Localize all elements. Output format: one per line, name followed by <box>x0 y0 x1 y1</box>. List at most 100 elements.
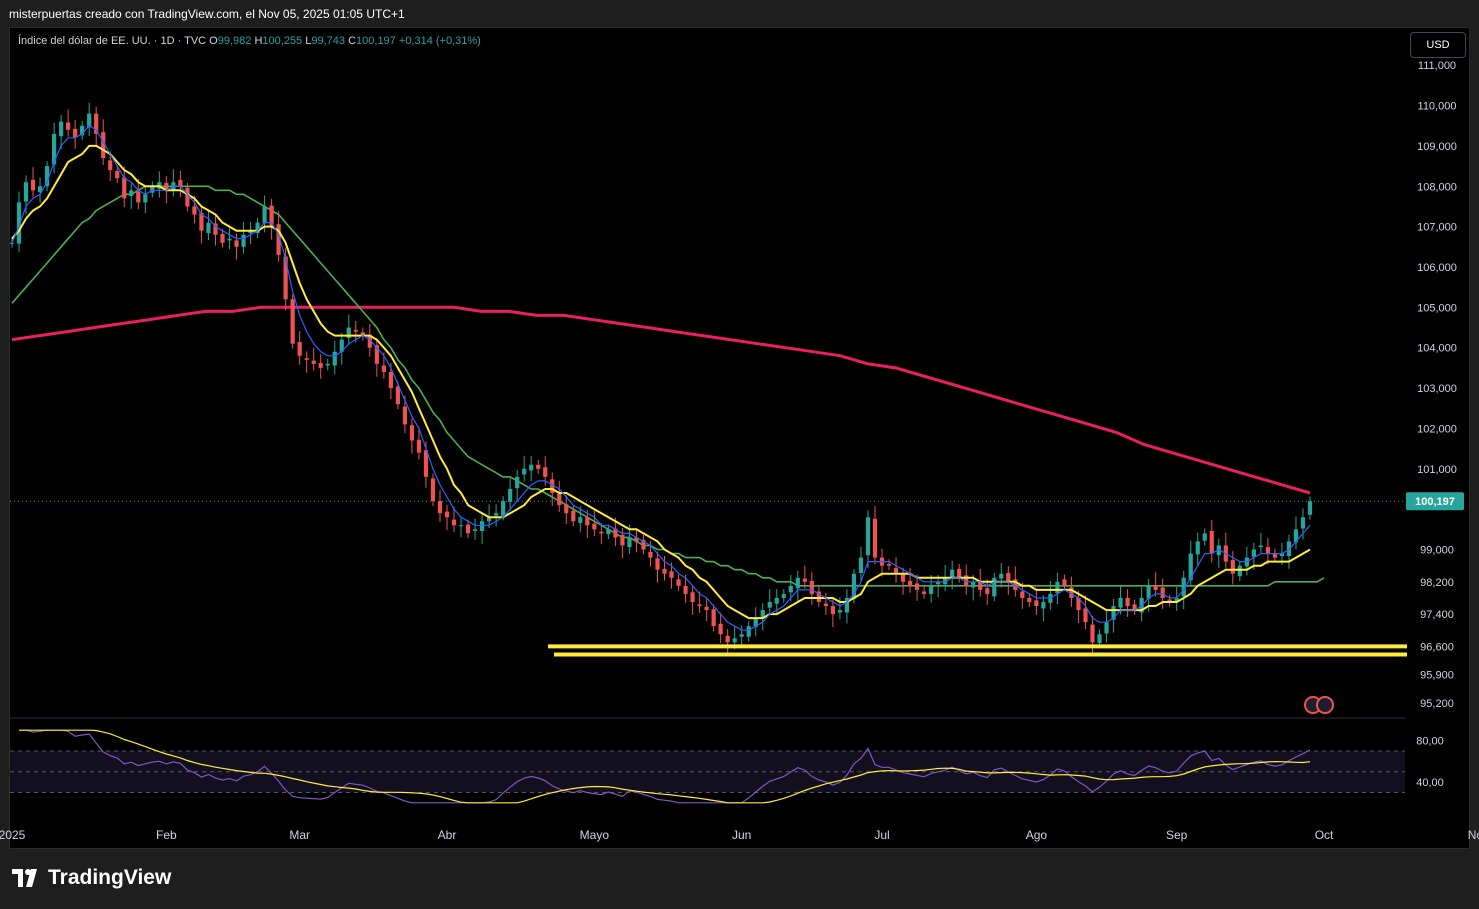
candle-body <box>662 568 667 574</box>
candle-body <box>964 575 969 586</box>
candle-body <box>669 571 674 578</box>
candle-body <box>283 256 288 300</box>
candle-body <box>339 339 344 352</box>
candle-body <box>213 223 218 235</box>
candle-body <box>423 450 429 477</box>
last-price-badge <box>1406 492 1464 511</box>
candle-body <box>115 170 120 179</box>
candle-body <box>150 186 155 193</box>
candle-body <box>185 187 190 207</box>
price-tick-label: 107,000 <box>1417 222 1457 234</box>
candle-body <box>978 581 983 590</box>
time-tick-label: Feb <box>156 828 177 842</box>
candle-body <box>830 606 836 615</box>
candle-body <box>444 511 450 518</box>
candle-body <box>578 517 583 523</box>
candle-body <box>1069 587 1074 598</box>
candle-body <box>900 574 906 582</box>
candle-body <box>1188 553 1193 581</box>
candle-body <box>592 523 597 530</box>
candle-body <box>1258 545 1263 548</box>
chart-frame[interactable] <box>9 27 1470 849</box>
price-tick-label: 99,000 <box>1420 545 1454 557</box>
candle-body <box>641 539 646 550</box>
candle-body <box>907 581 913 586</box>
candle-body <box>557 493 562 506</box>
time-tick-label: Jul <box>874 828 889 842</box>
candle-body <box>746 626 751 637</box>
candle-body <box>655 558 660 570</box>
candle-body <box>108 160 113 171</box>
us-flag-icon <box>1316 696 1334 714</box>
candle-body <box>1160 587 1165 598</box>
time-tick-label: Mayo <box>580 828 610 842</box>
time-tick-label: Sep <box>1166 828 1188 842</box>
candle-body <box>248 230 253 234</box>
candle-body <box>276 224 281 255</box>
tradingview-logo[interactable]: TradingView <box>12 866 171 890</box>
candle-body <box>1090 624 1095 643</box>
candle-body <box>690 592 695 602</box>
candle-body <box>1202 533 1207 541</box>
candle-body <box>1006 572 1011 582</box>
candle-body <box>1125 597 1130 607</box>
candle-body <box>1118 597 1123 608</box>
candle-body <box>865 517 871 556</box>
candle-body <box>522 468 527 475</box>
candle-body <box>122 177 127 199</box>
candle-body <box>409 425 415 441</box>
candle-body <box>479 521 485 531</box>
candle-body <box>732 638 737 643</box>
candle-body <box>234 240 239 247</box>
candle-body <box>1041 601 1046 609</box>
close-value: 100,197 <box>356 35 396 47</box>
candle-body <box>143 194 148 203</box>
candle-body <box>725 635 730 643</box>
candle-body <box>550 479 555 494</box>
candle-body <box>515 476 520 489</box>
candle-body <box>332 351 337 366</box>
tradingview-icon <box>12 869 37 887</box>
candle-body <box>1153 585 1158 590</box>
candle-body <box>697 604 702 607</box>
candle-body <box>837 610 843 613</box>
candle-body <box>1216 545 1221 556</box>
candle-body <box>325 363 330 366</box>
candle-body <box>451 519 457 526</box>
candle-body <box>564 504 569 514</box>
chart-credit: misterpuertas creado con TradingView.com… <box>9 7 405 21</box>
candle-body <box>711 609 716 627</box>
candle-body <box>9 242 15 244</box>
candle-body <box>1279 553 1285 556</box>
candle-body <box>816 591 821 602</box>
candle-body <box>571 510 576 522</box>
candle-body <box>634 537 639 542</box>
candle-body <box>402 406 408 425</box>
open-value: 99,982 <box>217 35 252 47</box>
candle-body <box>297 342 302 356</box>
candle-body <box>1055 581 1060 594</box>
candle-body <box>957 568 962 578</box>
candle-body <box>788 585 793 593</box>
candle-body <box>199 212 204 231</box>
open-label: O <box>209 35 218 47</box>
candle-body <box>613 528 618 538</box>
candle-body <box>718 623 723 635</box>
candle-body <box>220 233 225 243</box>
low-value: 99,743 <box>311 35 346 47</box>
candle-body <box>543 467 548 477</box>
candle-body <box>1230 560 1235 574</box>
candle-body <box>536 464 541 469</box>
currency-button[interactable]: USD <box>1410 32 1466 58</box>
candle-body <box>648 551 653 558</box>
high-value: 100,255 <box>262 35 303 47</box>
candle-body <box>430 478 436 502</box>
candle-body <box>101 132 106 159</box>
candle-body <box>676 579 681 586</box>
candle-body <box>59 121 64 137</box>
candle-body <box>395 386 400 405</box>
candle-body <box>529 464 534 471</box>
change-value: +0,314 (+0,31%) <box>398 35 481 47</box>
candle-body <box>781 593 786 598</box>
